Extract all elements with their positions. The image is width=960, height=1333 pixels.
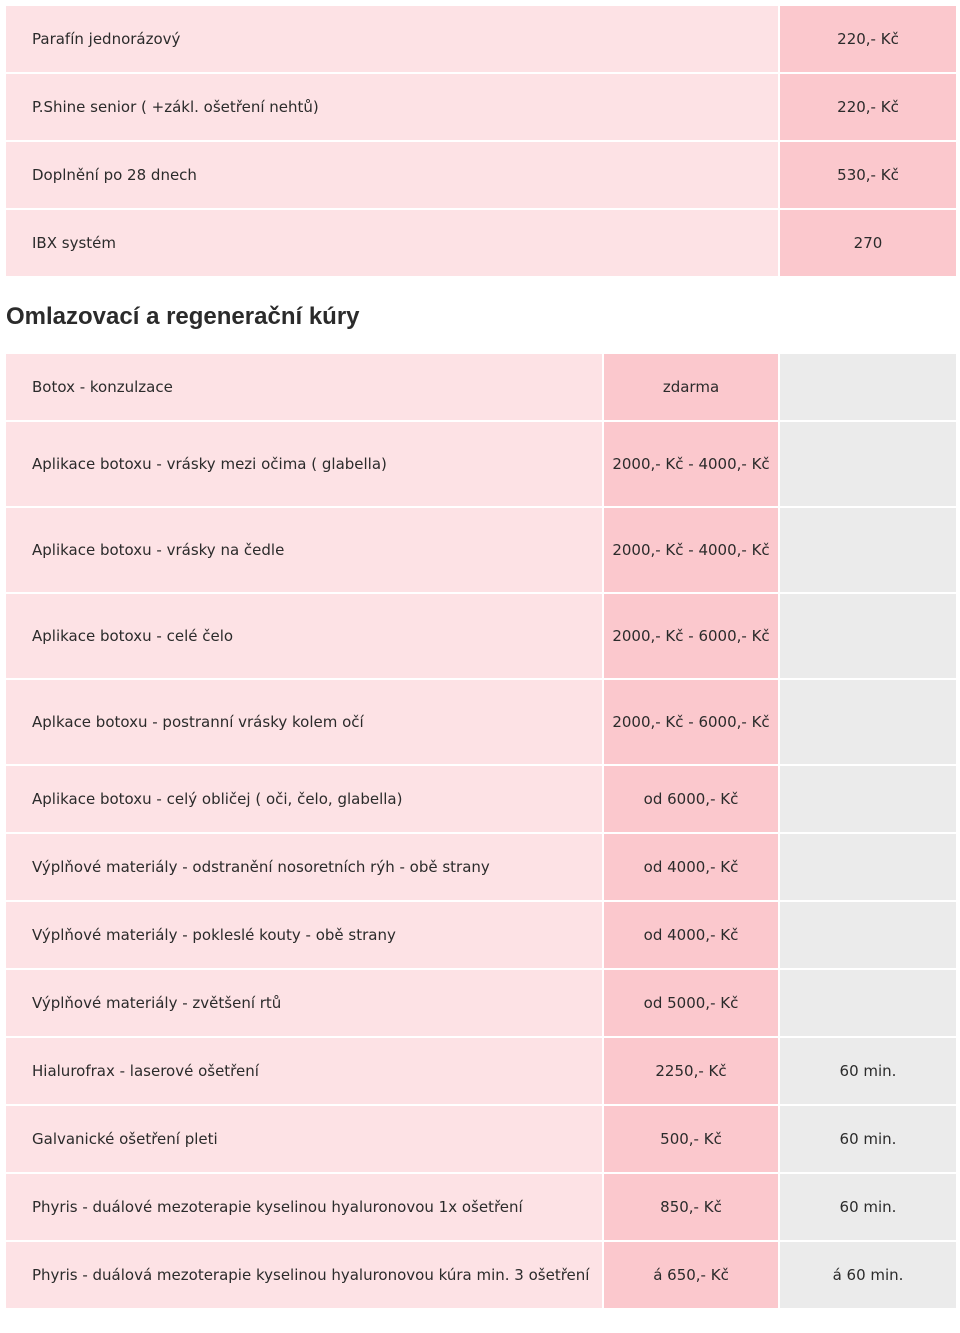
service-name: Doplnění po 28 dnech [4, 140, 780, 210]
service-name: Výplňové materiály - odstranění nosoretn… [4, 832, 604, 902]
table-row: Aplkace botoxu - postranní vrásky kolem … [4, 678, 958, 766]
service-price: 2250,- Kč [602, 1036, 780, 1106]
table-row: Parafín jednorázový 220,- Kč [4, 4, 958, 74]
service-name: Phyris - duálová mezoterapie kyselinou h… [4, 1240, 604, 1310]
table-row: Aplikace botoxu - vrásky mezi očima ( gl… [4, 420, 958, 508]
service-duration: 60 min. [778, 1172, 958, 1242]
table-row: Aplikace botoxu - vrásky na čedle 2000,-… [4, 506, 958, 594]
service-name: IBX systém [4, 208, 780, 278]
service-price: 220,- Kč [778, 72, 958, 142]
service-price: 850,- Kč [602, 1172, 780, 1242]
service-name: Aplikace botoxu - celý obličej ( oči, če… [4, 764, 604, 834]
price-table-top: Parafín jednorázový 220,- Kč P.Shine sen… [4, 4, 958, 278]
service-duration [778, 968, 958, 1038]
service-duration [778, 678, 958, 766]
service-duration [778, 592, 958, 680]
service-duration [778, 506, 958, 594]
table-row: Výplňové materiály - zvětšení rtů od 500… [4, 968, 958, 1038]
service-name: Výplňové materiály - pokleslé kouty - ob… [4, 900, 604, 970]
service-price: 500,- Kč [602, 1104, 780, 1174]
table-row: P.Shine senior ( +zákl. ošetření nehtů) … [4, 72, 958, 142]
service-duration [778, 420, 958, 508]
service-name: Parafín jednorázový [4, 4, 780, 74]
service-name: Galvanické ošetření pleti [4, 1104, 604, 1174]
service-price: zdarma [602, 352, 780, 422]
service-name: Aplikace botoxu - vrásky na čedle [4, 506, 604, 594]
service-price: á 650,- Kč [602, 1240, 780, 1310]
service-price: 2000,- Kč - 4000,- Kč [602, 420, 780, 508]
table-row: Hialurofrax - laserové ošetření 2250,- K… [4, 1036, 958, 1106]
table-row: IBX systém 270 [4, 208, 958, 278]
service-price: od 6000,- Kč [602, 764, 780, 834]
service-duration: 60 min. [778, 1036, 958, 1106]
service-duration [778, 352, 958, 422]
table-row: Aplikace botoxu - celé čelo 2000,- Kč - … [4, 592, 958, 680]
service-price: 2000,- Kč - 6000,- Kč [602, 592, 780, 680]
service-name: P.Shine senior ( +zákl. ošetření nehtů) [4, 72, 780, 142]
table-row: Botox - konzulzace zdarma [4, 352, 958, 422]
service-price: od 4000,- Kč [602, 832, 780, 902]
service-duration: á 60 min. [778, 1240, 958, 1310]
service-price: 220,- Kč [778, 4, 958, 74]
service-name: Výplňové materiály - zvětšení rtů [4, 968, 604, 1038]
table-row: Výplňové materiály - odstranění nosoretn… [4, 832, 958, 902]
service-price: od 5000,- Kč [602, 968, 780, 1038]
table-row: Phyris - duálové mezoterapie kyselinou h… [4, 1172, 958, 1242]
service-name: Hialurofrax - laserové ošetření [4, 1036, 604, 1106]
service-name: Botox - konzulzace [4, 352, 604, 422]
service-duration [778, 832, 958, 902]
service-price: 270 [778, 208, 958, 278]
service-price: od 4000,- Kč [602, 900, 780, 970]
service-duration: 60 min. [778, 1104, 958, 1174]
service-duration [778, 764, 958, 834]
service-name: Aplikace botoxu - celé čelo [4, 592, 604, 680]
section-heading: Omlazovací a regenerační kúry [6, 303, 360, 330]
service-name: Phyris - duálové mezoterapie kyselinou h… [4, 1172, 604, 1242]
price-table-rejuvenation: Botox - konzulzace zdarma Aplikace botox… [4, 352, 958, 1310]
service-name: Aplikace botoxu - vrásky mezi očima ( gl… [4, 420, 604, 508]
table-row: Aplikace botoxu - celý obličej ( oči, če… [4, 764, 958, 834]
table-row: Galvanické ošetření pleti 500,- Kč 60 mi… [4, 1104, 958, 1174]
service-price: 530,- Kč [778, 140, 958, 210]
service-name: Aplkace botoxu - postranní vrásky kolem … [4, 678, 604, 766]
service-price: 2000,- Kč - 6000,- Kč [602, 678, 780, 766]
table-row: Phyris - duálová mezoterapie kyselinou h… [4, 1240, 958, 1310]
table-row: Doplnění po 28 dnech 530,- Kč [4, 140, 958, 210]
service-duration [778, 900, 958, 970]
table-row: Výplňové materiály - pokleslé kouty - ob… [4, 900, 958, 970]
service-price: 2000,- Kč - 4000,- Kč [602, 506, 780, 594]
